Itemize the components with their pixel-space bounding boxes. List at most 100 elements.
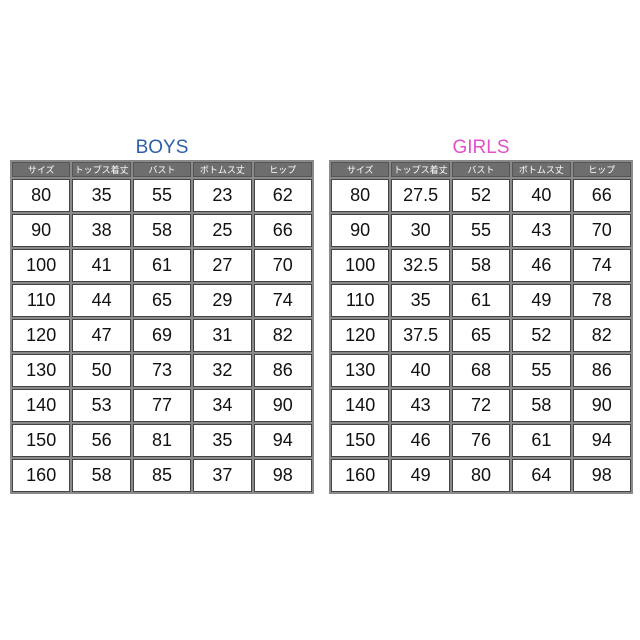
table-cell: 150 — [331, 424, 390, 457]
table-title: GIRLS — [452, 137, 510, 158]
table-cell: 100 — [331, 249, 390, 282]
table-cell: 70 — [253, 249, 312, 282]
table-cell: 58 — [451, 249, 511, 282]
table-cell: 94 — [253, 424, 312, 457]
table-cell: 78 — [572, 284, 631, 317]
table-cell: 47 — [72, 319, 131, 352]
header-cell: サイズ — [12, 162, 71, 177]
header-cell: ボトムス丈 — [512, 162, 571, 177]
table-cell: 86 — [572, 354, 631, 387]
table-row: 160 49 80 64 98 — [331, 459, 631, 492]
table-cell: 23 — [193, 179, 252, 212]
table-cell: 82 — [572, 319, 631, 352]
table-cell: 61 — [132, 249, 192, 282]
table-cell: 46 — [512, 249, 571, 282]
table-cell: 30 — [391, 214, 450, 247]
size-table: サイズ トップス着丈 バスト ボトムス丈 ヒップ 80 35 55 23 62 90 38 58 25 66… — [10, 160, 314, 494]
table-cell: 82 — [253, 319, 312, 352]
header-cell: ヒップ — [253, 162, 312, 177]
header-cell: バスト — [132, 162, 192, 177]
table-cell: 25 — [193, 214, 252, 247]
table-row: 80 27.5 52 40 66 — [331, 179, 631, 212]
table-cell: 66 — [572, 179, 631, 212]
table-row: 130 40 68 55 86 — [331, 354, 631, 387]
table-cell: 49 — [512, 284, 571, 317]
table-cell: 74 — [572, 249, 631, 282]
size-table-block: GIRLS サイズ トップス着丈 バスト ボトムス丈 ヒップ 80 27.5 52 40 66 90 3… — [329, 136, 633, 494]
table-row: 150 46 76 61 94 — [331, 424, 631, 457]
table-row: 140 53 77 34 90 — [12, 389, 312, 422]
table-cell: 160 — [331, 459, 390, 492]
table-cell: 80 — [331, 179, 390, 212]
table-cell: 86 — [253, 354, 312, 387]
header-cell: トップス着丈 — [72, 162, 131, 177]
table-cell: 65 — [451, 319, 511, 352]
table-row: 110 44 65 29 74 — [12, 284, 312, 317]
table-cell: 72 — [451, 389, 511, 422]
header-cell: トップス着丈 — [391, 162, 450, 177]
table-cell: 98 — [253, 459, 312, 492]
table-row: 140 43 72 58 90 — [331, 389, 631, 422]
table-cell: 69 — [132, 319, 192, 352]
table-cell: 34 — [193, 389, 252, 422]
table-row: 110 35 61 49 78 — [331, 284, 631, 317]
table-cell: 58 — [72, 459, 131, 492]
table-cell: 53 — [72, 389, 131, 422]
table-cell: 130 — [12, 354, 71, 387]
table-cell: 49 — [391, 459, 450, 492]
table-cell: 29 — [193, 284, 252, 317]
table-row: 80 35 55 23 62 — [12, 179, 312, 212]
table-cell: 27 — [193, 249, 252, 282]
table-cell: 61 — [512, 424, 571, 457]
header-row: サイズ トップス着丈 バスト ボトムス丈 ヒップ — [12, 162, 312, 177]
table-row: 90 30 55 43 70 — [331, 214, 631, 247]
table-cell: 140 — [331, 389, 390, 422]
table-cell: 31 — [193, 319, 252, 352]
table-cell: 80 — [451, 459, 511, 492]
table-cell: 66 — [253, 214, 312, 247]
table-row: 120 47 69 31 82 — [12, 319, 312, 352]
table-row: 150 56 81 35 94 — [12, 424, 312, 457]
table-cell: 81 — [132, 424, 192, 457]
table-cell: 110 — [12, 284, 71, 317]
table-cell: 32.5 — [391, 249, 450, 282]
table-cell: 46 — [391, 424, 450, 457]
table-cell: 150 — [12, 424, 71, 457]
table-cell: 73 — [132, 354, 192, 387]
table-cell: 130 — [331, 354, 390, 387]
table-cell: 44 — [72, 284, 131, 317]
header-cell: ヒップ — [572, 162, 631, 177]
table-cell: 94 — [572, 424, 631, 457]
table-cell: 55 — [132, 179, 192, 212]
header-cell: ボトムス丈 — [193, 162, 252, 177]
table-cell: 120 — [331, 319, 390, 352]
table-row: 160 58 85 37 98 — [12, 459, 312, 492]
table-cell: 110 — [331, 284, 390, 317]
table-cell: 55 — [512, 354, 571, 387]
table-cell: 68 — [451, 354, 511, 387]
table-cell: 52 — [512, 319, 571, 352]
table-cell: 38 — [72, 214, 131, 247]
table-cell: 55 — [451, 214, 511, 247]
table-row: 100 41 61 27 70 — [12, 249, 312, 282]
table-cell: 61 — [451, 284, 511, 317]
table-cell: 43 — [391, 389, 450, 422]
table-cell: 35 — [72, 179, 131, 212]
table-cell: 76 — [451, 424, 511, 457]
table-cell: 52 — [451, 179, 511, 212]
table-cell: 80 — [12, 179, 71, 212]
table-cell: 37 — [193, 459, 252, 492]
table-cell: 160 — [12, 459, 71, 492]
table-row: 130 50 73 32 86 — [12, 354, 312, 387]
table-cell: 64 — [512, 459, 571, 492]
table-row: 120 37.5 65 52 82 — [331, 319, 631, 352]
table-cell: 35 — [193, 424, 252, 457]
table-cell: 58 — [132, 214, 192, 247]
table-cell: 74 — [253, 284, 312, 317]
table-cell: 41 — [72, 249, 131, 282]
table-cell: 56 — [72, 424, 131, 457]
table-row: 100 32.5 58 46 74 — [331, 249, 631, 282]
table-cell: 40 — [391, 354, 450, 387]
header-cell: バスト — [451, 162, 511, 177]
table-cell: 27.5 — [391, 179, 450, 212]
